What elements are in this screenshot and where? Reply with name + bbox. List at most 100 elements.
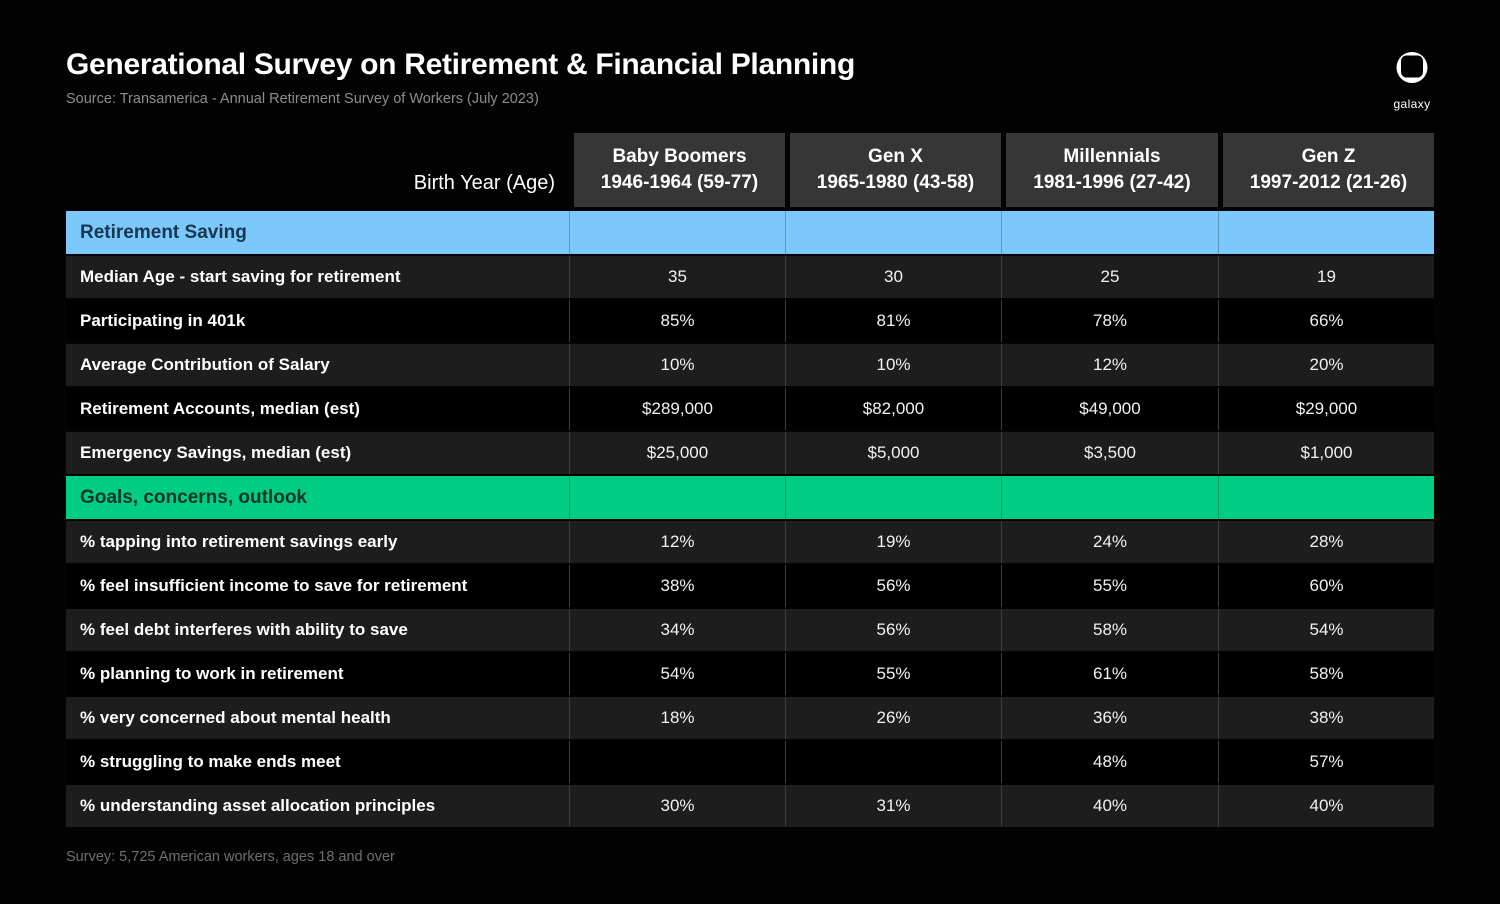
section-band-cell [1218, 211, 1434, 254]
row-label: % feel debt interferes with ability to s… [66, 609, 569, 651]
row-label: Retirement Accounts, median (est) [66, 388, 569, 430]
section-band-cell [1001, 476, 1218, 519]
cell-value: 48% [1001, 741, 1218, 783]
row-label: Emergency Savings, median (est) [66, 432, 569, 474]
page: Generational Survey on Retirement & Fina… [66, 48, 1436, 865]
cell-value: 26% [785, 697, 1001, 739]
cell-value: 78% [1001, 300, 1218, 342]
cell-value: 19% [785, 521, 1001, 563]
footer-note: Survey: 5,725 American workers, ages 18 … [66, 849, 395, 865]
section-band-cell [1001, 211, 1218, 254]
cell-value: 55% [1001, 565, 1218, 607]
column-header-1: Baby Boomers 1946-1964 (59-77) [569, 133, 785, 207]
table-row: % very concerned about mental health 18% 2… [66, 697, 1434, 739]
section-title: Retirement Saving [66, 211, 569, 254]
column-range: 1981-1996 (27-42) [1033, 171, 1191, 193]
cell-value: 66% [1218, 300, 1434, 342]
cell-value: $5,000 [785, 432, 1001, 474]
cell-value: 20% [1218, 344, 1434, 386]
cell-value: 10% [569, 344, 785, 386]
cell-value: $3,500 [1001, 432, 1218, 474]
cell-value: 12% [1001, 344, 1218, 386]
column-range: 1997-2012 (21-26) [1249, 171, 1408, 193]
source-line: Source: Transamerica - Annual Retirement… [66, 91, 539, 107]
table-row: % planning to work in retirement 54% 55% 61… [66, 653, 1434, 695]
cell-value: 58% [1001, 609, 1218, 651]
table-row: Participating in 401k 85% 81% 78% 66% [66, 300, 1434, 342]
column-header-3: Millennials 1981-1996 (27-42) [1001, 133, 1218, 207]
row-label: % struggling to make ends meet [66, 741, 569, 783]
section-band-cell [785, 476, 1001, 519]
cell-value: 25 [1001, 256, 1218, 298]
cell-value: 57% [1218, 741, 1434, 783]
section-band-cell [569, 211, 785, 254]
cell-value: $82,000 [785, 388, 1001, 430]
row-label: Median Age - start saving for retirement [66, 256, 569, 298]
cell-value: $49,000 [1001, 388, 1218, 430]
row-label: % tapping into retirement savings early [66, 521, 569, 563]
cell-value: 54% [569, 653, 785, 695]
survey-table: Birth Year (Age) Baby Boomers 1946-1964 (… [66, 133, 1434, 827]
cell-value: 81% [785, 300, 1001, 342]
row-label: Participating in 401k [66, 300, 569, 342]
cell-value: 40% [1001, 785, 1218, 827]
table-row: % understanding asset allocation princip… [66, 785, 1434, 827]
cell-value: 60% [1218, 565, 1434, 607]
section-title: Goals, concerns, outlook [66, 476, 569, 519]
cell-value: 28% [1218, 521, 1434, 563]
corner-label: Birth Year (Age) [413, 172, 555, 194]
cell-value: 30% [569, 785, 785, 827]
column-header-2: Gen X 1965-1980 (43-58) [785, 133, 1001, 207]
table-row: % feel insufficient income to save for r… [66, 565, 1434, 607]
section-band: Retirement Saving [66, 211, 1434, 254]
row-label: % planning to work in retirement [66, 653, 569, 695]
row-label: % very concerned about mental health [66, 697, 569, 739]
cell-value: $1,000 [1218, 432, 1434, 474]
column-range: 1946-1964 (59-77) [600, 171, 759, 193]
cell-value: 38% [569, 565, 785, 607]
cell-value: 61% [1001, 653, 1218, 695]
column-name: Millennials [1063, 145, 1161, 167]
cell-value: $289,000 [569, 388, 785, 430]
cell-value [785, 741, 1001, 783]
table-row: % struggling to make ends meet 48% 57% [66, 741, 1434, 783]
cell-value: $25,000 [569, 432, 785, 474]
row-label: % feel insufficient income to save for r… [66, 565, 569, 607]
cell-value: 40% [1218, 785, 1434, 827]
cell-value: 54% [1218, 609, 1434, 651]
cell-value: 56% [785, 565, 1001, 607]
cell-value: 31% [785, 785, 1001, 827]
table-row: Retirement Accounts, median (est) $289,00… [66, 388, 1434, 430]
cell-value: 10% [785, 344, 1001, 386]
cell-value: 55% [785, 653, 1001, 695]
section-band: Goals, concerns, outlook [66, 476, 1434, 519]
cell-value: 24% [1001, 521, 1218, 563]
cell-value: 56% [785, 609, 1001, 651]
cell-value: 85% [569, 300, 785, 342]
cell-value: 38% [1218, 697, 1434, 739]
cell-value: 30 [785, 256, 1001, 298]
cell-value: 35 [569, 256, 785, 298]
cell-value: 36% [1001, 697, 1218, 739]
cell-value: 34% [569, 609, 785, 651]
cell-value: 19 [1218, 256, 1434, 298]
galaxy-logo-label: galaxy [1393, 97, 1431, 111]
cell-value: 18% [569, 697, 785, 739]
page-title: Generational Survey on Retirement & Fina… [66, 48, 855, 81]
table-row: % tapping into retirement savings early 1… [66, 521, 1434, 563]
table-row: Median Age - start saving for retirement… [66, 256, 1434, 298]
galaxy-logo: galaxy [1388, 50, 1436, 111]
cell-value: 12% [569, 521, 785, 563]
row-label: Average Contribution of Salary [66, 344, 569, 386]
column-name: Baby Boomers [612, 145, 747, 167]
cell-value: $29,000 [1218, 388, 1434, 430]
column-name: Gen X [868, 145, 923, 167]
row-label: % understanding asset allocation princip… [66, 785, 569, 827]
section-band-cell [1218, 476, 1434, 519]
column-header-4: Gen Z 1997-2012 (21-26) [1218, 133, 1434, 207]
cell-value [569, 741, 785, 783]
table-row: Average Contribution of Salary 10% 10% 12% 2… [66, 344, 1434, 386]
column-name: Gen Z [1301, 145, 1356, 167]
section-band-cell [785, 211, 1001, 254]
table-header-row: Birth Year (Age) Baby Boomers 1946-1964 (… [66, 133, 1434, 207]
